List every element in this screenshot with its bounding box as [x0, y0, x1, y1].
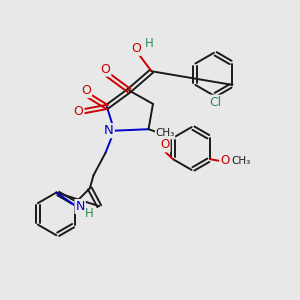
Text: N: N [76, 200, 85, 213]
Text: O: O [160, 138, 170, 152]
Text: Cl: Cl [209, 96, 221, 109]
Text: O: O [100, 63, 110, 76]
Text: CH₃: CH₃ [231, 156, 250, 166]
Text: CH₃: CH₃ [155, 128, 175, 138]
Text: O: O [220, 154, 230, 167]
Text: O: O [81, 84, 91, 97]
Text: N: N [104, 124, 114, 137]
Text: H: H [85, 207, 93, 220]
Text: O: O [74, 105, 84, 118]
Text: H: H [145, 37, 154, 50]
Text: O: O [132, 42, 142, 55]
